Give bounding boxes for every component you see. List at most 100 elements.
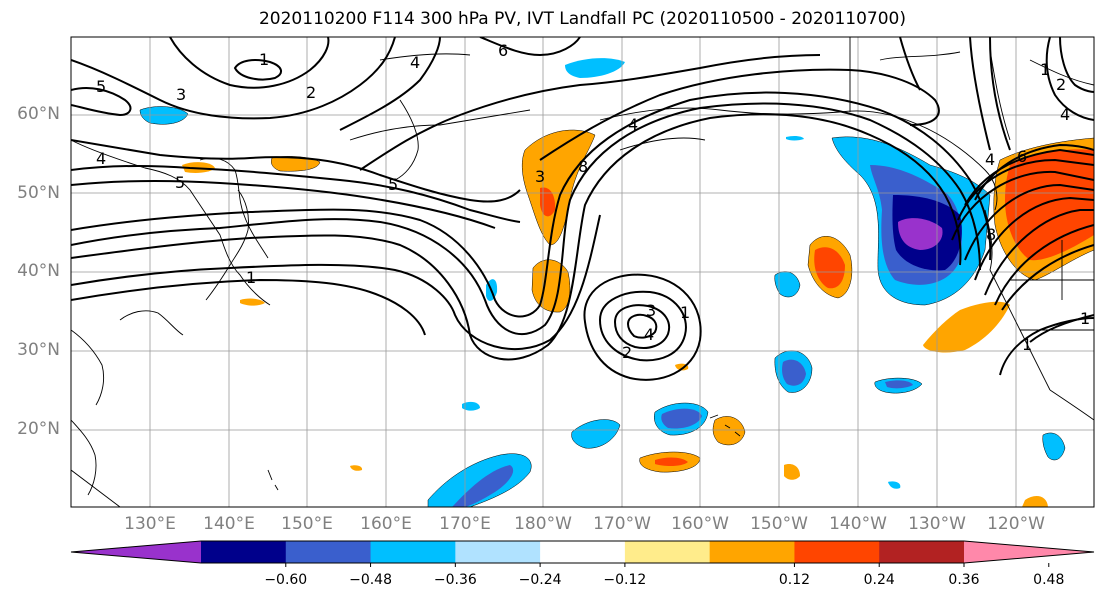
contour-label: 8 [986, 225, 996, 244]
contour-label: 1 [259, 50, 269, 69]
pv-contour-line [1001, 244, 1094, 311]
negative-anomaly-region [774, 271, 801, 298]
colorbar-outline [70, 540, 1095, 564]
colorbar-segment [624, 541, 711, 563]
colorbar-segment [370, 541, 456, 563]
contour-label: 1 [1022, 335, 1032, 354]
pv-contour-line [1045, 37, 1094, 121]
lon-label: 180°W [514, 514, 572, 534]
colorbar-tick-label: 0.48 [1033, 572, 1065, 588]
negative-anomaly-region [786, 135, 804, 141]
pv-contour-line [233, 59, 282, 81]
pv-contour-line [964, 148, 1094, 206]
pv-contour-line [626, 313, 658, 339]
colorbar-segment [794, 541, 880, 563]
contour-labels: 1 2 3 4 5 6 5 4 5 1 2 3 4 1 4 8 1 8 4 6 … [96, 41, 1090, 362]
lon-label: 140°E [203, 514, 255, 534]
contour-label: 3 [646, 301, 656, 320]
lon-label: 150°W [750, 514, 808, 534]
pv-contour-line [169, 37, 330, 89]
negative-anomaly-region [571, 419, 621, 449]
contour-label: 1 [680, 303, 690, 322]
lat-label: 40°N [17, 261, 60, 281]
negative-anomaly-region [452, 465, 514, 507]
contour-label: 3 [176, 85, 186, 104]
colorbar-segment [285, 541, 372, 563]
lon-label: 130°W [908, 514, 966, 534]
colorbar-tick-label: −0.24 [518, 572, 562, 588]
lon-label: 150°E [281, 514, 333, 534]
positive-anomaly-region [923, 301, 1010, 353]
pv-contour-line [974, 196, 1094, 281]
pv-contour-line [71, 139, 521, 203]
pv-contour-line [339, 37, 441, 131]
pv-contour-line [1059, 37, 1094, 93]
colorbar-segment [540, 541, 626, 563]
contour-label: 5 [175, 173, 185, 192]
colorbar-tick-label: −0.36 [433, 572, 477, 588]
positive-anomaly-region [655, 457, 688, 467]
pv-contour-line [957, 158, 1094, 221]
pv-contour-line [71, 179, 496, 229]
contour-label: 4 [1060, 105, 1070, 124]
contour-label: 8 [578, 157, 588, 176]
negative-anomaly-region [565, 58, 625, 78]
pv-contour-line [71, 87, 132, 117]
positive-anomaly-region [350, 465, 363, 471]
lat-label: 60°N [17, 104, 60, 124]
colorbar-segment [879, 541, 965, 563]
coastlines [71, 37, 1094, 507]
positive-anomaly-region [814, 247, 845, 289]
colorbar-tick-label: 0.12 [778, 572, 811, 588]
negative-anomaly-region [1042, 432, 1066, 461]
contour-label: 4 [644, 325, 654, 344]
negative-anomaly-region [888, 481, 901, 489]
positive-anomaly-region [784, 464, 800, 480]
pv-contour-line [71, 37, 396, 120]
pv-contour-line [613, 304, 670, 349]
pv-contour-line [539, 68, 940, 161]
contour-label: 5 [96, 77, 106, 96]
map-title: 2020110200 F114 300 hPa PV, IVT Landfall… [258, 9, 906, 29]
contour-label: 4 [96, 149, 106, 168]
colorbar-segment [709, 541, 795, 563]
pv-contour-line [583, 273, 702, 381]
pv-contour-line [1029, 314, 1094, 343]
positive-anomaly-region [540, 187, 556, 217]
pv-contour-line [969, 37, 991, 151]
contour-label: 3 [535, 167, 545, 186]
contour-label: 2 [622, 343, 632, 362]
lon-label: 120°W [987, 514, 1045, 534]
lat-label: 30°N [17, 340, 60, 360]
pv-contour-line [989, 37, 1011, 151]
graticule [71, 37, 1094, 507]
contour-label: 4 [985, 150, 995, 169]
pv-contour-line [71, 102, 981, 336]
negative-anomaly-region [898, 218, 943, 250]
lat-label: 20°N [17, 419, 60, 439]
shading-layer [139, 58, 1094, 507]
pv-contour-line [71, 113, 962, 361]
contour-label: 4 [628, 115, 638, 134]
contour-label: 1 [1040, 60, 1050, 79]
pv-contour-line [71, 164, 521, 223]
contour-label: 1 [246, 268, 256, 287]
contour-label: 4 [410, 53, 420, 72]
negative-anomaly-region [661, 408, 702, 429]
pv-contour-line [994, 224, 1094, 306]
contour-label: 6 [1017, 147, 1027, 166]
colorbar-segment [201, 541, 287, 563]
colorbar-segment [455, 541, 541, 563]
colorbar-tick-label: −0.12 [603, 572, 647, 588]
colorbar-tick-label: −0.60 [264, 572, 308, 588]
pv-contour-line [359, 54, 821, 171]
lat-label: 50°N [17, 183, 60, 203]
positive-anomaly-region [712, 416, 746, 446]
contour-label: 6 [498, 41, 508, 60]
pv-contour-line [899, 37, 921, 91]
negative-anomaly-region [885, 380, 913, 389]
pv-contour-line [951, 170, 1094, 241]
lon-label: 130°E [124, 514, 176, 534]
